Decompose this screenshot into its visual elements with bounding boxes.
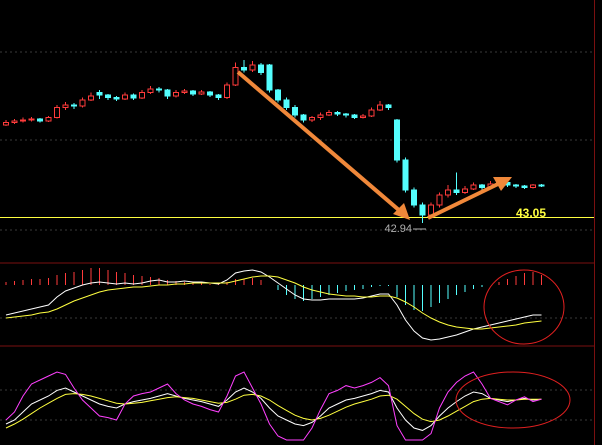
indicator-line — [5, 387, 542, 431]
candle-body — [249, 64, 256, 71]
candle-body — [317, 114, 324, 118]
candle-body — [71, 104, 77, 107]
candle-body — [334, 112, 341, 115]
arrow-head — [493, 177, 512, 191]
candle-body — [411, 189, 417, 206]
candle-body — [292, 107, 298, 116]
candle-body — [283, 99, 290, 108]
candle-body — [28, 118, 35, 121]
candle-body — [385, 104, 392, 108]
candle-body — [538, 184, 545, 187]
trend-arrow — [236, 70, 402, 213]
indicator-line — [5, 393, 542, 429]
candle-body — [258, 64, 264, 73]
indicator-line — [5, 269, 542, 341]
candle-body — [79, 99, 86, 107]
candle-body — [224, 84, 230, 98]
candle-body — [198, 91, 205, 95]
candle-body — [419, 204, 426, 216]
candle-body — [113, 97, 120, 100]
arrow-head — [393, 203, 410, 220]
candle-body — [309, 117, 315, 121]
candle-body — [368, 109, 375, 117]
candle-body — [173, 92, 179, 97]
candle-body — [147, 88, 154, 93]
candle-body — [479, 184, 485, 188]
candle-body — [241, 67, 247, 71]
candle-body — [11, 120, 18, 123]
low-label: 42.94 — [384, 223, 412, 235]
candle-body — [3, 122, 9, 126]
candle-body — [88, 95, 94, 101]
candle-body — [521, 185, 528, 188]
highlight-circle — [455, 371, 571, 429]
candle-body — [54, 107, 60, 118]
candle-body — [45, 117, 52, 122]
trend-arrow — [427, 182, 499, 220]
candle-body — [462, 188, 468, 193]
marks — [0, 60, 594, 441]
indicator-line — [5, 371, 542, 441]
candle-body — [275, 89, 281, 101]
candle-body — [436, 194, 443, 206]
candle-body — [190, 90, 196, 95]
candle-body — [96, 92, 103, 96]
candle-body — [207, 91, 213, 96]
candle-body — [300, 114, 307, 121]
candle-body — [360, 115, 366, 118]
indicator-line — [5, 275, 542, 330]
candle-body — [402, 159, 409, 191]
candle-body — [445, 189, 451, 196]
candle-body — [62, 104, 69, 108]
candle-body — [530, 184, 536, 188]
candle-body — [181, 90, 188, 93]
candle-body — [343, 113, 349, 116]
candle-body — [37, 118, 43, 122]
annotations — [236, 70, 571, 429]
candle-body — [377, 104, 383, 111]
candle-body — [453, 189, 460, 193]
candle-body — [232, 67, 239, 86]
candle-body — [20, 119, 26, 122]
candle-body — [105, 94, 111, 98]
highlight-circle — [483, 269, 565, 345]
candle-body — [326, 112, 332, 116]
candle-body — [351, 114, 358, 118]
candle-body — [156, 88, 162, 91]
price-label: 43.05 — [516, 206, 546, 220]
candle-body — [215, 94, 222, 98]
candle-body — [394, 119, 400, 161]
candle-body — [139, 92, 145, 99]
candle-body — [266, 64, 273, 91]
candle-body — [122, 94, 128, 100]
panel-grid — [0, 51, 594, 421]
candle-body — [164, 89, 171, 97]
candle-body — [513, 184, 519, 187]
candle-body — [130, 94, 137, 99]
candle-body — [470, 184, 477, 190]
